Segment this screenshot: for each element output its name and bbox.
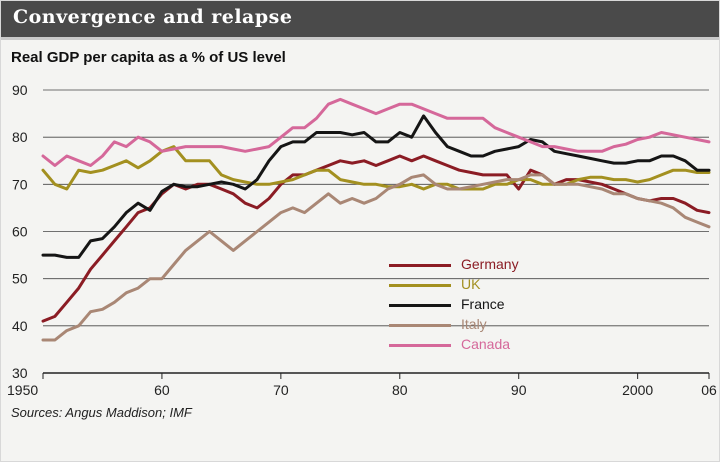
x-tick-label: 80 (392, 382, 408, 398)
x-tick-label: 70 (273, 382, 289, 398)
series-line-canada (41, 97, 711, 167)
legend: Germany UK France Italy Canada (389, 255, 549, 355)
series-line-italy (41, 173, 711, 342)
y-tick-label: 40 (12, 318, 28, 334)
legend-label: France (461, 296, 505, 312)
legend-swatch (389, 304, 451, 307)
legend-swatch (389, 284, 451, 287)
series-line-uk (41, 145, 711, 191)
x-tick-label: 90 (511, 382, 527, 398)
legend-item-canada: Canada (389, 335, 549, 355)
y-tick-label: 80 (12, 129, 28, 145)
legend-label: UK (461, 276, 481, 292)
y-tick-label: 60 (12, 224, 28, 240)
title-bar: Convergence and relapse (1, 1, 719, 40)
y-tick-label: 70 (12, 176, 28, 192)
chart-subtitle: Real GDP per capita as a % of US level (11, 49, 286, 66)
series-line-france (41, 114, 711, 259)
legend-swatch (389, 264, 451, 267)
legend-item-italy: Italy (389, 315, 549, 335)
source-note: Sources: Angus Maddison; IMF (11, 405, 192, 420)
legend-item-germany: Germany (389, 255, 549, 275)
legend-swatch (389, 324, 451, 327)
x-tick-label: 60 (154, 382, 170, 398)
legend-label: Canada (461, 336, 511, 352)
legend-item-france: France (389, 295, 549, 315)
legend-label: Italy (461, 316, 487, 332)
series-line-germany (41, 154, 711, 323)
legend-label: Germany (461, 256, 519, 272)
x-tick-label: 1950 (7, 382, 38, 398)
x-tick-label: 2000 (622, 382, 653, 398)
legend-item-uk: UK (389, 275, 549, 295)
y-tick-label: 90 (12, 82, 28, 98)
legend-swatch (389, 344, 451, 347)
x-tick-label: 06 (701, 382, 717, 398)
chart-title: Convergence and relapse (13, 6, 293, 28)
y-tick-label: 30 (12, 365, 28, 381)
y-tick-label: 50 (12, 271, 28, 287)
